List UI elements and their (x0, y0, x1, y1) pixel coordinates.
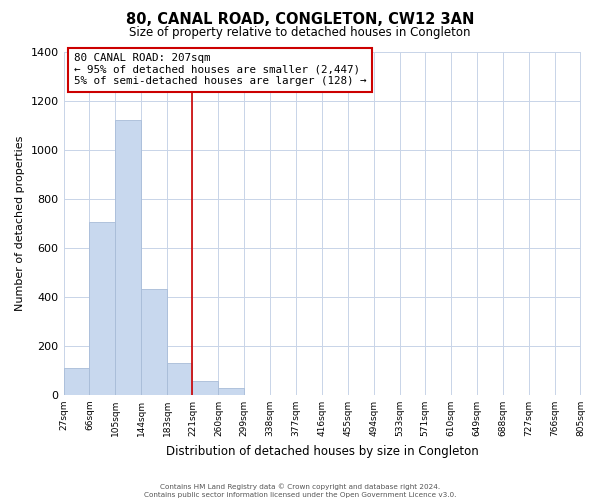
X-axis label: Distribution of detached houses by size in Congleton: Distribution of detached houses by size … (166, 444, 478, 458)
Bar (115, 120, 141, 395)
Bar (141, 290, 167, 395)
Bar (64, 368, 89, 395)
Bar (89, 222, 115, 395)
Text: 80, CANAL ROAD, CONGLETON, CW12 3AN: 80, CANAL ROAD, CONGLETON, CW12 3AN (126, 12, 474, 28)
Text: Size of property relative to detached houses in Congleton: Size of property relative to detached ho… (129, 26, 471, 39)
Bar (167, 363, 193, 395)
Text: Contains HM Land Registry data © Crown copyright and database right 2024.
Contai: Contains HM Land Registry data © Crown c… (144, 484, 456, 498)
Text: 80 CANAL ROAD: 207sqm
← 95% of detached houses are smaller (2,447)
5% of semi-de: 80 CANAL ROAD: 207sqm ← 95% of detached … (74, 53, 367, 86)
Y-axis label: Number of detached properties: Number of detached properties (15, 136, 25, 311)
Bar (218, 388, 244, 395)
Bar (193, 382, 218, 395)
